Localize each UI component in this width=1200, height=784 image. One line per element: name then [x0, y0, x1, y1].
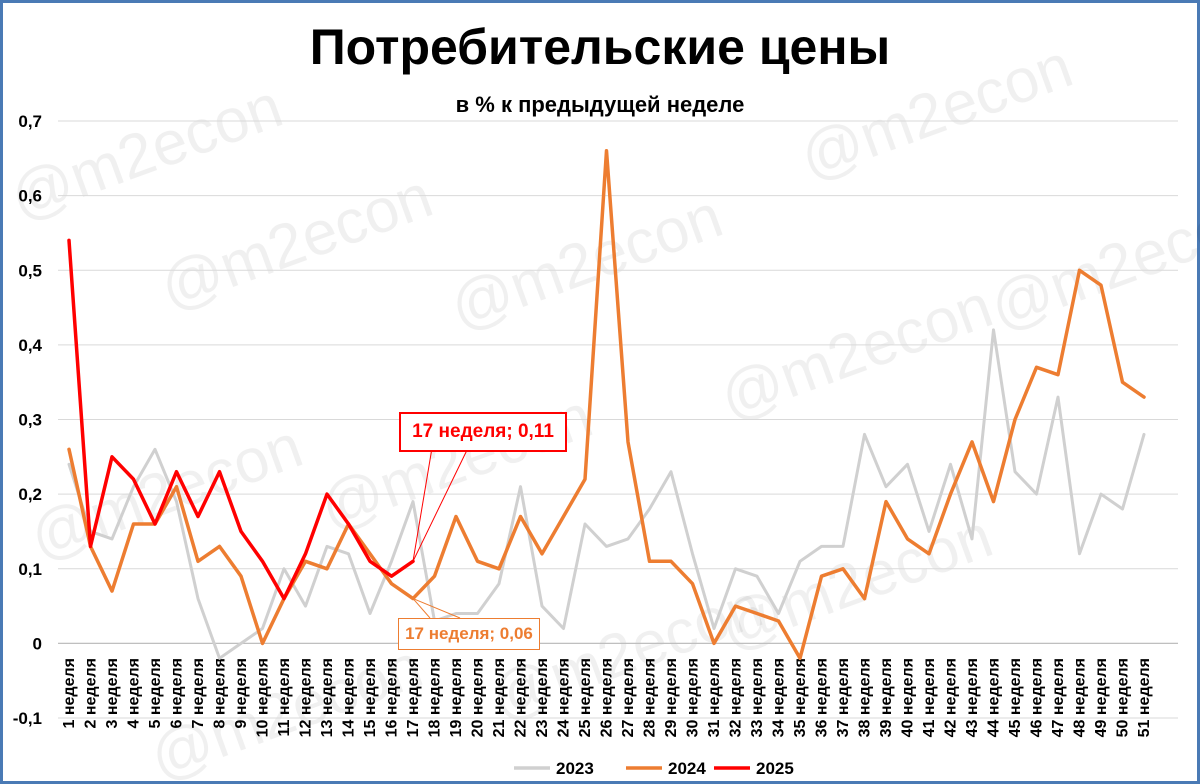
legend: 2023 2024 2025	[514, 759, 794, 778]
x-tick-label: 28 неделя	[642, 658, 659, 737]
x-tick-label: 18 неделя	[427, 658, 444, 737]
annotation-leader-2025	[412, 447, 469, 562]
x-tick-label: 39 неделя	[878, 658, 895, 737]
x-tick-label: 30 неделя	[685, 658, 702, 737]
annotation-leader-2024	[412, 598, 461, 619]
x-tick-label: 41 неделя	[921, 658, 938, 737]
x-tick-label: 26 неделя	[599, 658, 616, 737]
x-tick-label: 40 неделя	[900, 658, 917, 737]
x-tick-label: 43 неделя	[964, 658, 981, 737]
watermark-text: @m2econ	[711, 271, 1001, 433]
x-tick-label: 48 неделя	[1072, 658, 1089, 737]
x-tick-label: 47 неделя	[1050, 658, 1067, 737]
legend-label-2023: 2023	[556, 759, 594, 778]
x-tick-label: 25 неделя	[577, 658, 594, 737]
annotation-2024-week17: 17 неделя; 0,06	[398, 618, 540, 650]
series-line-2023	[67, 328, 1146, 660]
x-tick-label: 29 неделя	[663, 658, 680, 737]
series-line-2024	[67, 149, 1146, 661]
watermark-text: @m2econ	[441, 181, 731, 343]
x-tick-label: 16 неделя	[384, 658, 401, 737]
y-tick-label: 0,3	[18, 411, 42, 430]
y-tick-label: -0,1	[13, 709, 42, 728]
x-tick-label: 22 неделя	[513, 658, 530, 737]
x-tick-label: 10 неделя	[255, 658, 272, 737]
y-tick-label: 0,4	[18, 336, 42, 355]
x-tick-label: 50 неделя	[1115, 658, 1132, 737]
y-axis-ticks: 0,7 0,6 0,5 0,4 0,3 0,2 0,1 0 -0,1	[13, 112, 43, 728]
x-tick-label: 19 неделя	[448, 658, 465, 737]
x-tick-label: 32 неделя	[728, 658, 745, 737]
x-tick-label: 23 неделя	[534, 658, 551, 737]
x-tick-label: 37 неделя	[835, 658, 852, 737]
y-tick-label: 0,1	[18, 560, 42, 579]
x-tick-label: 51 неделя	[1136, 658, 1153, 737]
annotation-leader-2025	[412, 447, 433, 562]
x-tick-label: 3 неделя	[104, 658, 121, 728]
legend-label-2024: 2024	[668, 759, 706, 778]
x-tick-label: 42 неделя	[943, 658, 960, 737]
series-lines	[67, 149, 1146, 661]
x-tick-label: 46 неделя	[1029, 658, 1046, 737]
x-tick-label: 9 неделя	[233, 658, 250, 728]
x-tick-label: 34 неделя	[771, 658, 788, 737]
x-tick-label: 21 неделя	[491, 658, 508, 737]
annotation-2025-week17: 17 неделя; 0,11	[399, 412, 567, 452]
x-tick-label: 8 неделя	[212, 658, 229, 728]
x-tick-label: 1 неделя	[61, 658, 78, 728]
x-tick-label: 45 неделя	[1007, 658, 1024, 737]
x-tick-label: 24 неделя	[556, 658, 573, 737]
y-tick-label: 0,2	[18, 485, 42, 504]
x-tick-label: 38 неделя	[857, 658, 874, 737]
x-tick-label: 4 неделя	[126, 658, 143, 728]
x-tick-label: 14 неделя	[341, 658, 358, 737]
x-tick-label: 15 неделя	[362, 658, 379, 737]
x-tick-label: 31 неделя	[706, 658, 723, 737]
legend-label-2025: 2025	[756, 759, 794, 778]
x-tick-label: 11 неделя	[276, 658, 293, 736]
chart-subtitle: в % к предыдущей неделе	[455, 92, 745, 117]
x-tick-label: 27 неделя	[620, 658, 637, 737]
x-tick-label: 5 неделя	[147, 658, 164, 728]
y-tick-label: 0	[33, 634, 42, 653]
x-tick-label: 20 неделя	[470, 658, 487, 737]
x-tick-label: 7 неделя	[190, 658, 207, 728]
series-line-2025	[67, 238, 415, 601]
x-tick-label: 49 неделя	[1093, 658, 1110, 737]
x-tick-label: 33 неделя	[749, 658, 766, 737]
x-tick-label: 6 неделя	[169, 658, 186, 728]
y-tick-label: 0,5	[18, 261, 42, 280]
y-tick-label: 0,7	[18, 112, 42, 131]
x-tick-label: 36 неделя	[814, 658, 831, 737]
x-tick-label: 35 неделя	[792, 658, 809, 737]
annotation-leader-2024	[412, 598, 431, 619]
x-tick-label: 12 неделя	[298, 658, 315, 737]
chart-title: Потребительские цены	[309, 19, 891, 75]
watermark-text: @m2econ	[981, 181, 1200, 343]
x-tick-label: 13 неделя	[319, 658, 336, 737]
y-tick-label: 0,6	[18, 187, 42, 206]
watermark-text: @m2econ	[151, 161, 441, 323]
x-tick-label: 44 неделя	[986, 658, 1003, 737]
x-axis-ticks: 1 неделя 2 неделя 3 неделя 4 неделя 5 неделя…	[61, 658, 1153, 737]
x-tick-label: 17 неделя	[405, 658, 422, 737]
x-tick-label: 2 неделя	[83, 658, 100, 728]
watermark-text: @m2econ	[711, 501, 1001, 663]
annotation-leaders	[412, 447, 469, 619]
